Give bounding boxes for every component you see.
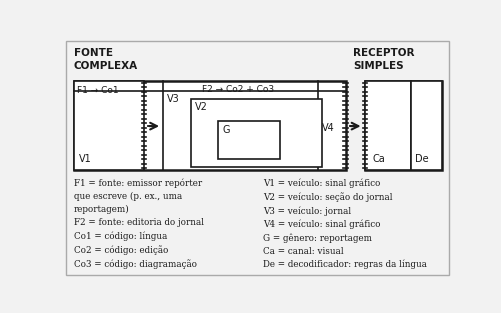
Text: Ca: Ca bbox=[372, 154, 385, 164]
Bar bbox=[364, 81, 411, 170]
Bar bbox=[217, 121, 279, 159]
Bar bbox=[411, 81, 441, 170]
Bar bbox=[364, 81, 441, 170]
Bar bbox=[190, 99, 322, 167]
Text: G: G bbox=[222, 125, 229, 135]
Bar bbox=[74, 81, 144, 170]
Text: F2 → Co2 + Co3: F2 → Co2 + Co3 bbox=[202, 85, 274, 94]
Text: F1 → Co1: F1 → Co1 bbox=[77, 86, 119, 95]
Text: F1 = fonte: emissor repórter
que escreve (p. ex., uma
reportagem)
F2 = fonte: ed: F1 = fonte: emissor repórter que escreve… bbox=[74, 178, 203, 269]
Text: V4: V4 bbox=[321, 123, 334, 133]
Text: V2: V2 bbox=[194, 102, 207, 112]
Text: FONTE
COMPLEXA: FONTE COMPLEXA bbox=[74, 48, 137, 71]
Bar bbox=[74, 81, 345, 170]
Text: V3: V3 bbox=[166, 94, 179, 104]
Text: V1: V1 bbox=[79, 154, 92, 164]
Text: RECEPTOR
SIMPLES: RECEPTOR SIMPLES bbox=[353, 48, 414, 71]
Text: De: De bbox=[414, 154, 428, 164]
Text: V1 = veículo: sinal gráfico
V2 = veículo: seção do jornal
V3 = veículo: jornal
V: V1 = veículo: sinal gráfico V2 = veículo… bbox=[262, 178, 426, 269]
